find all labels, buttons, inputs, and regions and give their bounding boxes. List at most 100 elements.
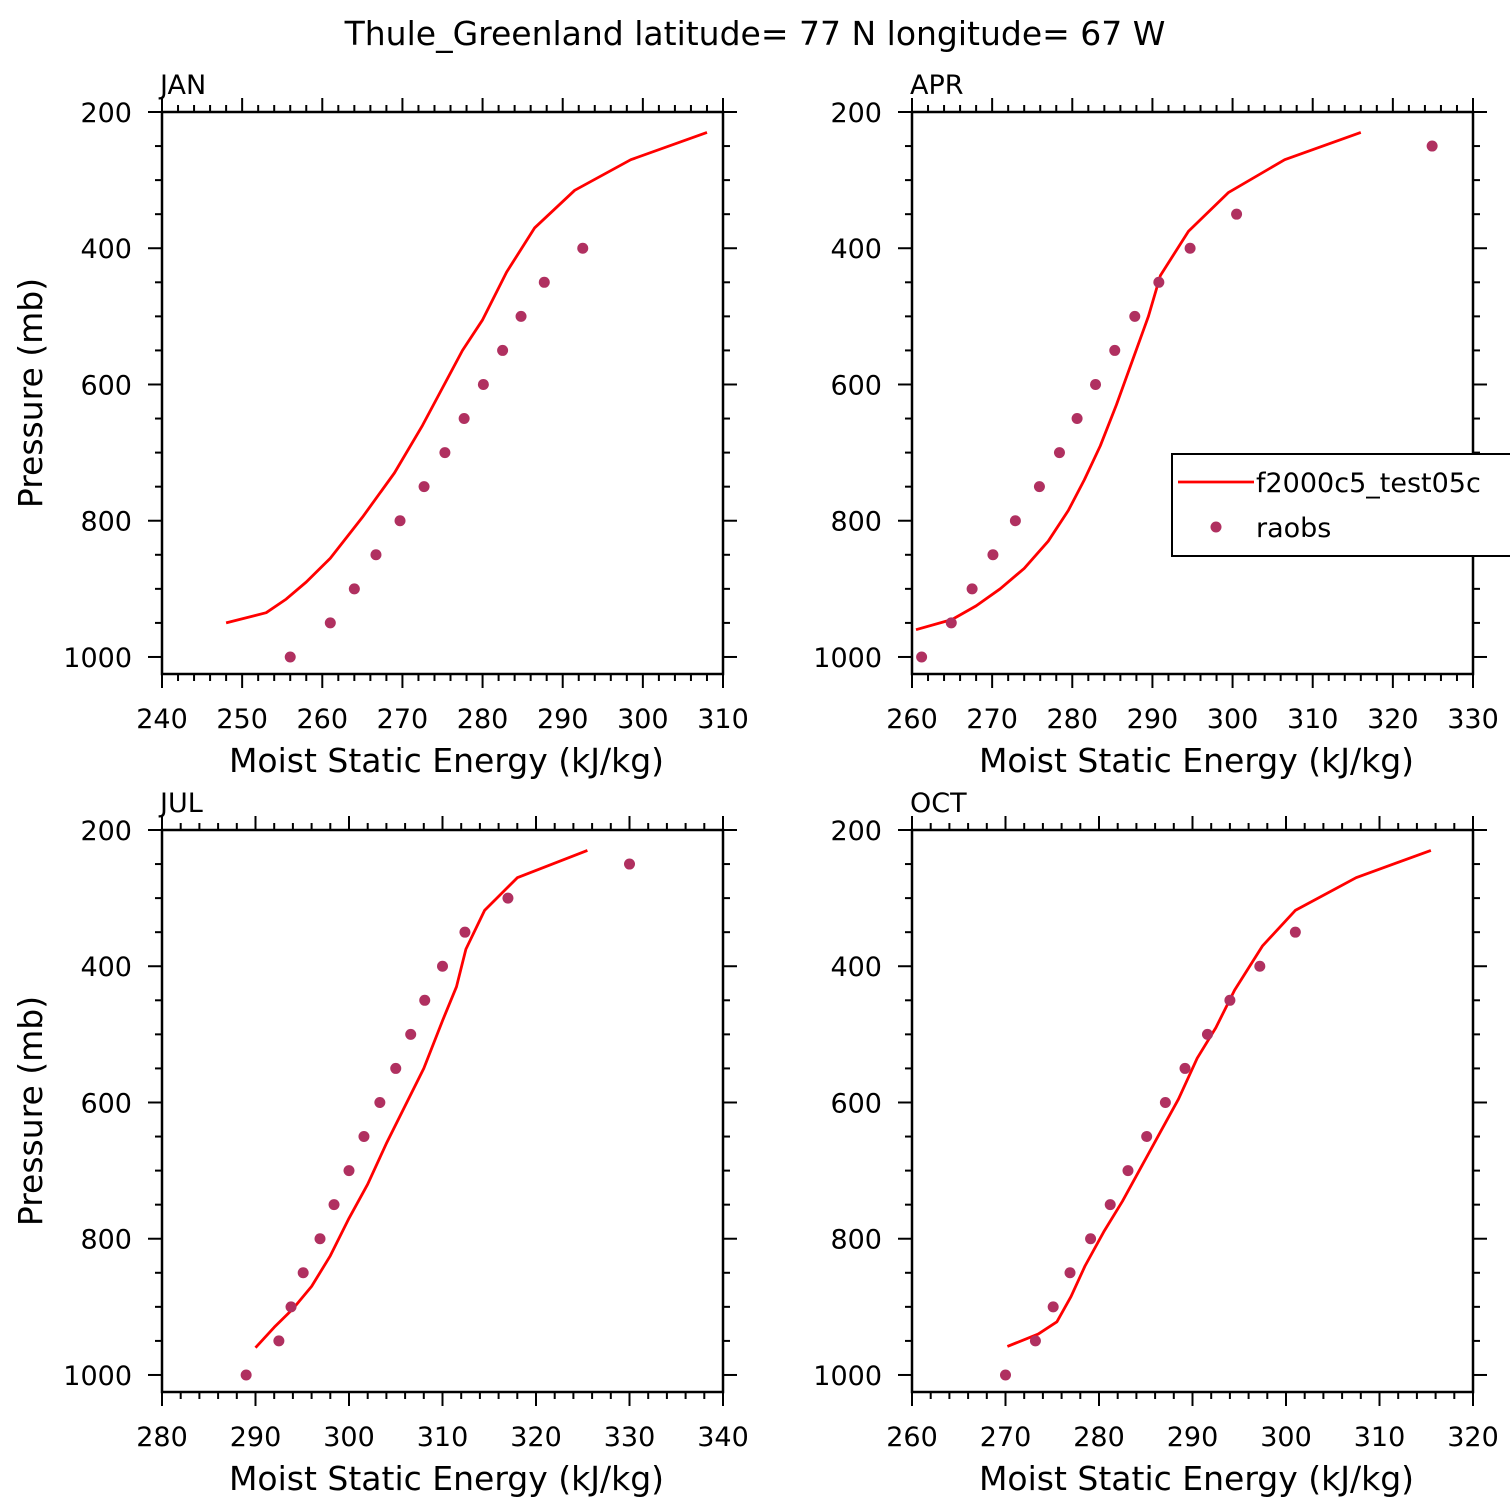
x-tick-label: 240 bbox=[136, 704, 188, 735]
raobs-point bbox=[1179, 1062, 1191, 1074]
x-tick-label: 320 bbox=[1447, 1422, 1499, 1453]
x-tick-label: 300 bbox=[1207, 704, 1259, 735]
raobs-point bbox=[405, 1028, 417, 1040]
panel-oct: 260 270 280 290 300 310 320 200 400 600 800 1000 OCT… bbox=[813, 788, 1498, 1498]
plot-frame bbox=[160, 828, 725, 1394]
y-tick-label: 200 bbox=[80, 98, 132, 129]
x-tick-label: 280 bbox=[1073, 1422, 1125, 1453]
y-tick-label: 200 bbox=[830, 816, 882, 847]
raobs-point bbox=[1064, 1267, 1076, 1279]
y-tick-label: 600 bbox=[830, 1088, 882, 1119]
raobs-point bbox=[358, 1131, 370, 1143]
x-tick-label: 290 bbox=[1167, 1422, 1219, 1453]
plot-frame bbox=[910, 828, 1475, 1394]
raobs-point bbox=[916, 651, 928, 663]
y-tick-label: 600 bbox=[830, 370, 882, 401]
raobs-point bbox=[538, 276, 550, 288]
y-tick-label: 200 bbox=[80, 816, 132, 847]
raobs-point bbox=[945, 617, 957, 629]
raobs-point bbox=[624, 858, 635, 870]
raobs-point bbox=[1047, 1301, 1059, 1313]
y-tick-label: 800 bbox=[80, 507, 132, 538]
raobs-point bbox=[297, 1267, 309, 1279]
legend-raobs-marker bbox=[1210, 521, 1222, 533]
x-tick-label: 310 bbox=[1354, 1422, 1406, 1453]
panel-jul: 280 290 300 310 320 330 340 200 400 600 800 1000 JUL… bbox=[11, 788, 749, 1498]
y-tick-label: 200 bbox=[830, 98, 882, 129]
raobs-point bbox=[458, 413, 470, 425]
raobs-point bbox=[390, 1062, 402, 1074]
legend-raobs-label: raobs bbox=[1256, 513, 1331, 544]
model-line bbox=[254, 849, 588, 1349]
raobs-point bbox=[1201, 1028, 1213, 1040]
y-tick-label: 1000 bbox=[813, 1361, 882, 1392]
panel-label: APR bbox=[910, 70, 964, 101]
x-tick-label: 310 bbox=[697, 704, 749, 735]
x-axis-label: Moist Static Energy (kJ/kg) bbox=[229, 1459, 664, 1498]
x-tick-label: 270 bbox=[377, 704, 429, 735]
raobs-point bbox=[285, 1301, 297, 1313]
x-tick-label: 330 bbox=[604, 1422, 656, 1453]
plot-frame bbox=[160, 110, 725, 676]
raobs-point bbox=[502, 892, 514, 904]
model-line bbox=[1006, 849, 1432, 1348]
y-tick-label: 600 bbox=[80, 1088, 132, 1119]
raobs-point bbox=[273, 1335, 285, 1347]
x-tick-label: 290 bbox=[1127, 704, 1179, 735]
raobs-point bbox=[437, 960, 448, 972]
x-tick-label: 270 bbox=[966, 704, 1018, 735]
panel-label: JAN bbox=[158, 70, 206, 101]
x-tick-label: 280 bbox=[457, 704, 509, 735]
raobs-point bbox=[1109, 344, 1121, 356]
raobs-point bbox=[577, 242, 589, 254]
panel-apr: 260 270 280 290 300 310 320 330 200 400 600 800 1000… bbox=[813, 70, 1498, 780]
x-axis-label: Moist Static Energy (kJ/kg) bbox=[229, 741, 664, 780]
x-tick-label: 260 bbox=[886, 704, 938, 735]
raobs-point bbox=[240, 1369, 252, 1381]
y-tick-label: 800 bbox=[80, 1225, 132, 1256]
raobs-point bbox=[370, 549, 382, 561]
x-tick-label: 310 bbox=[417, 1422, 469, 1453]
model-line bbox=[915, 131, 1362, 632]
raobs-point bbox=[348, 583, 360, 595]
y-tick-label: 400 bbox=[80, 234, 132, 265]
panel-jan: 240 250 260 270 280 290 300 310 200 400 600 800 1000… bbox=[11, 70, 749, 780]
x-tick-label: 330 bbox=[1447, 704, 1499, 735]
x-tick-label: 260 bbox=[297, 704, 349, 735]
x-tick-label: 280 bbox=[1047, 704, 1099, 735]
y-tick-label: 1000 bbox=[63, 1361, 132, 1392]
raobs-point bbox=[284, 651, 296, 663]
raobs-point bbox=[1289, 926, 1301, 938]
raobs-point bbox=[419, 994, 431, 1006]
raobs-point bbox=[987, 549, 999, 561]
raobs-point bbox=[1053, 447, 1065, 459]
raobs-point bbox=[1153, 276, 1165, 288]
raobs-point bbox=[1104, 1199, 1116, 1211]
raobs-point bbox=[1033, 481, 1045, 493]
raobs-point bbox=[439, 447, 451, 459]
x-tick-label: 290 bbox=[537, 704, 589, 735]
raobs-point bbox=[328, 1199, 340, 1211]
panel-label: JUL bbox=[158, 788, 203, 819]
model-line bbox=[225, 131, 708, 625]
y-tick-label: 800 bbox=[830, 1225, 882, 1256]
x-tick-label: 340 bbox=[697, 1422, 749, 1453]
x-tick-label: 300 bbox=[323, 1422, 375, 1453]
x-axis-label: Moist Static Energy (kJ/kg) bbox=[979, 1459, 1414, 1498]
x-tick-label: 260 bbox=[886, 1422, 938, 1453]
raobs-point bbox=[1426, 140, 1438, 152]
y-axis-label: Pressure (mb) bbox=[11, 278, 50, 508]
raobs-point bbox=[497, 344, 509, 356]
raobs-point bbox=[1159, 1096, 1171, 1108]
raobs-point bbox=[374, 1096, 386, 1108]
raobs-point bbox=[1224, 994, 1236, 1006]
y-tick-label: 400 bbox=[830, 234, 882, 265]
raobs-point bbox=[1009, 515, 1021, 527]
raobs-point bbox=[1231, 208, 1243, 220]
raobs-point bbox=[1129, 310, 1141, 322]
x-tick-label: 270 bbox=[980, 1422, 1032, 1453]
y-tick-label: 1000 bbox=[813, 643, 882, 674]
x-tick-label: 300 bbox=[1260, 1422, 1312, 1453]
